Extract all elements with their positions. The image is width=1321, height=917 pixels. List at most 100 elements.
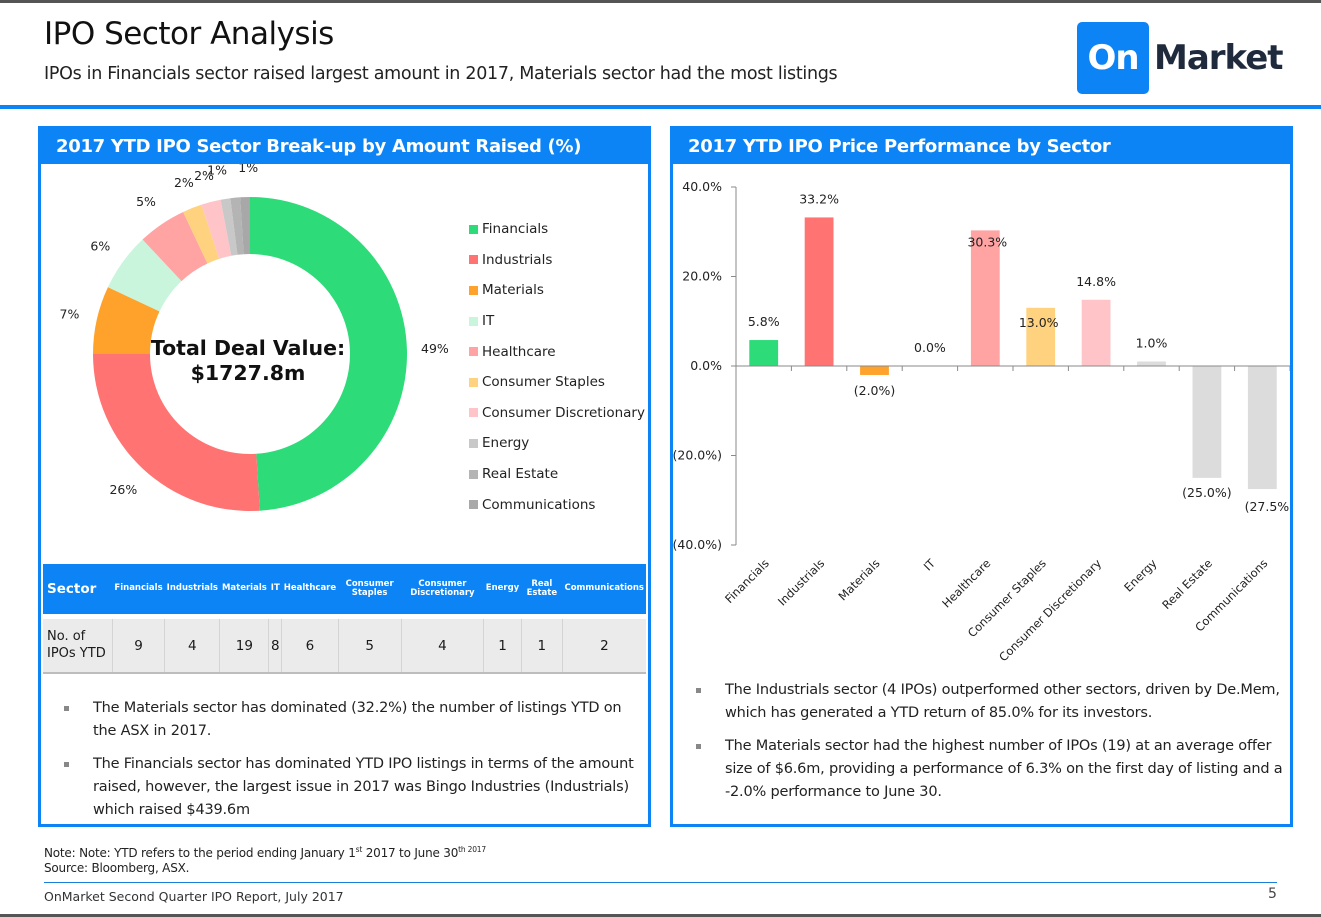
legend-item-materials: Materials — [469, 275, 645, 306]
top-border — [0, 0, 1321, 3]
donut-label-consumer-discretionary: 2% — [194, 168, 214, 183]
donut-legend: Financials Industrials Materials IT Healthca… — [469, 214, 645, 520]
table-row-label: No. of IPOs YTD — [43, 619, 113, 674]
x-tick-label-industrials: Industrials — [775, 556, 827, 608]
bar-label-industrials: 33.2% — [799, 191, 839, 206]
table-header-row: Sector Financials Industrials Materials IT H… — [43, 564, 646, 614]
legend-label: Communications — [482, 496, 596, 513]
note-line: Note: Note: YTD refers to the period end… — [44, 845, 486, 860]
table-header-sector: Sector — [43, 564, 113, 614]
donut-slice-financials — [250, 197, 407, 511]
x-tick-label-real-estate: Real Estate — [1159, 556, 1215, 612]
page-number: 5 — [1268, 886, 1277, 902]
table-cell-healthcare: 6 — [281, 619, 339, 674]
y-tick-label: 0.0% — [690, 358, 722, 373]
legend-item-energy: Energy — [469, 428, 645, 459]
legend-item-it: IT — [469, 306, 645, 337]
legend-swatch — [469, 255, 478, 265]
x-tick-label-it: IT — [921, 556, 939, 574]
x-tick-label-financials: Financials — [722, 556, 772, 606]
bullet-square-icon — [64, 762, 69, 767]
bar-energy — [1137, 361, 1166, 366]
table-cell-it: 8 — [268, 619, 282, 674]
header-divider — [0, 105, 1321, 109]
bar-consumer-discretionary — [1081, 299, 1111, 366]
legend-label: Real Estate — [482, 466, 559, 483]
bullet-item: The Materials sector had the highest num… — [673, 735, 1288, 804]
legend-item-healthcare: Healthcare — [469, 336, 645, 367]
page-subtitle: IPOs in Financials sector raised largest… — [44, 64, 838, 84]
legend-swatch — [469, 316, 478, 326]
right-commentary: The Industrials sector (4 IPOs) outperfo… — [673, 679, 1288, 814]
table-header-real-estate: Real Estate — [521, 564, 563, 614]
bar-industrials — [804, 217, 834, 366]
bullet-item: The Materials sector has dominated (32.2… — [41, 697, 641, 743]
legend-label: Consumer Staples — [482, 374, 605, 391]
bar-label-energy: 1.0% — [1136, 336, 1168, 351]
donut-slice-industrials — [93, 354, 260, 511]
donut-slice-consumer-staples — [183, 204, 220, 264]
donut-label-it: 6% — [90, 238, 110, 253]
bullet-text: The Materials sector had the highest num… — [725, 738, 1283, 800]
panel-title: 2017 YTD IPO Price Performance by Sector — [673, 129, 1290, 164]
legend-swatch — [469, 224, 478, 234]
bar-healthcare — [970, 230, 1000, 366]
donut-label-communications: 1% — [238, 164, 258, 175]
table-cell-financials: 9 — [111, 619, 165, 674]
bar-label-financials: 5.8% — [748, 314, 780, 329]
legend-label: Materials — [482, 282, 544, 299]
page-title: IPO Sector Analysis — [44, 16, 334, 52]
legend-item-consumer-staples: Consumer Staples — [469, 367, 645, 398]
table-cell-consumer-discretionary: 4 — [400, 619, 484, 674]
bullet-square-icon — [696, 688, 701, 693]
table-header-healthcare: Healthcare — [281, 564, 339, 614]
donut-slice-real-estate — [230, 197, 244, 255]
x-tick-label-energy: Energy — [1121, 556, 1160, 595]
footer-divider — [44, 882, 1277, 883]
legend-item-real-estate: Real Estate — [469, 459, 645, 490]
y-tick-label: (40.0%) — [673, 537, 722, 552]
donut-label-healthcare: 5% — [136, 194, 156, 209]
bar-materials — [860, 366, 889, 375]
bar-financials — [749, 340, 779, 366]
legend-item-consumer-discretionary: Consumer Discretionary — [469, 398, 645, 429]
legend-label: IT — [482, 313, 495, 330]
y-tick-label: (20.0%) — [673, 448, 722, 463]
bottom-border — [0, 914, 1321, 917]
table-cell-real-estate: 1 — [520, 619, 563, 674]
table-header-industrials: Industrials — [164, 564, 220, 614]
donut-label-real-estate: 1% — [217, 164, 237, 166]
bar-label-it: 0.0% — [914, 340, 946, 355]
bullet-item: The Industrials sector (4 IPOs) outperfo… — [673, 679, 1288, 725]
legend-label: Energy — [482, 435, 530, 452]
donut-slice-communications — [240, 197, 250, 255]
ipo-count-table: Sector Financials Industrials Materials IT H… — [43, 564, 646, 674]
table-cell-materials: 19 — [219, 619, 269, 674]
legend-item-industrials: Industrials — [469, 245, 645, 276]
source-line: Source: Bloomberg, ASX. — [44, 861, 190, 875]
legend-label: Consumer Discretionary — [482, 404, 645, 421]
donut-label-financials: 49% — [421, 341, 449, 356]
legend-label: Financials — [482, 221, 549, 238]
bar-communications — [1247, 366, 1277, 490]
legend-swatch — [469, 500, 478, 510]
donut-label-energy: 1% — [207, 164, 227, 177]
donut-slice-it — [107, 239, 182, 312]
legend-label: Industrials — [482, 251, 553, 268]
bar-label-consumer-staples: 13.0% — [1019, 315, 1059, 330]
legend-swatch — [469, 285, 478, 295]
bullet-item: The Financials sector has dominated YTD … — [41, 753, 641, 822]
table-header-financials: Financials — [112, 564, 165, 614]
table-header-it: IT — [268, 564, 282, 614]
onmarket-logo: On Market — [1077, 22, 1284, 94]
y-tick-label: 20.0% — [682, 269, 722, 284]
bar-label-communications: (27.5%) — [1245, 499, 1290, 514]
donut-chart-area: 49%26%7%6%5%2%2%1%1%1% Total Deal Value:… — [41, 151, 648, 564]
table-cell-communications: 2 — [561, 619, 646, 674]
table-header-communications: Communications — [562, 564, 646, 614]
bullet-text: The Materials sector has dominated (32.2… — [93, 700, 622, 739]
price-performance-panel: 2017 YTD IPO Price Performance by Sector… — [670, 126, 1293, 827]
table-header-materials: Materials — [219, 564, 269, 614]
legend-swatch — [469, 469, 478, 479]
table-cell-consumer-staples: 5 — [337, 619, 402, 674]
